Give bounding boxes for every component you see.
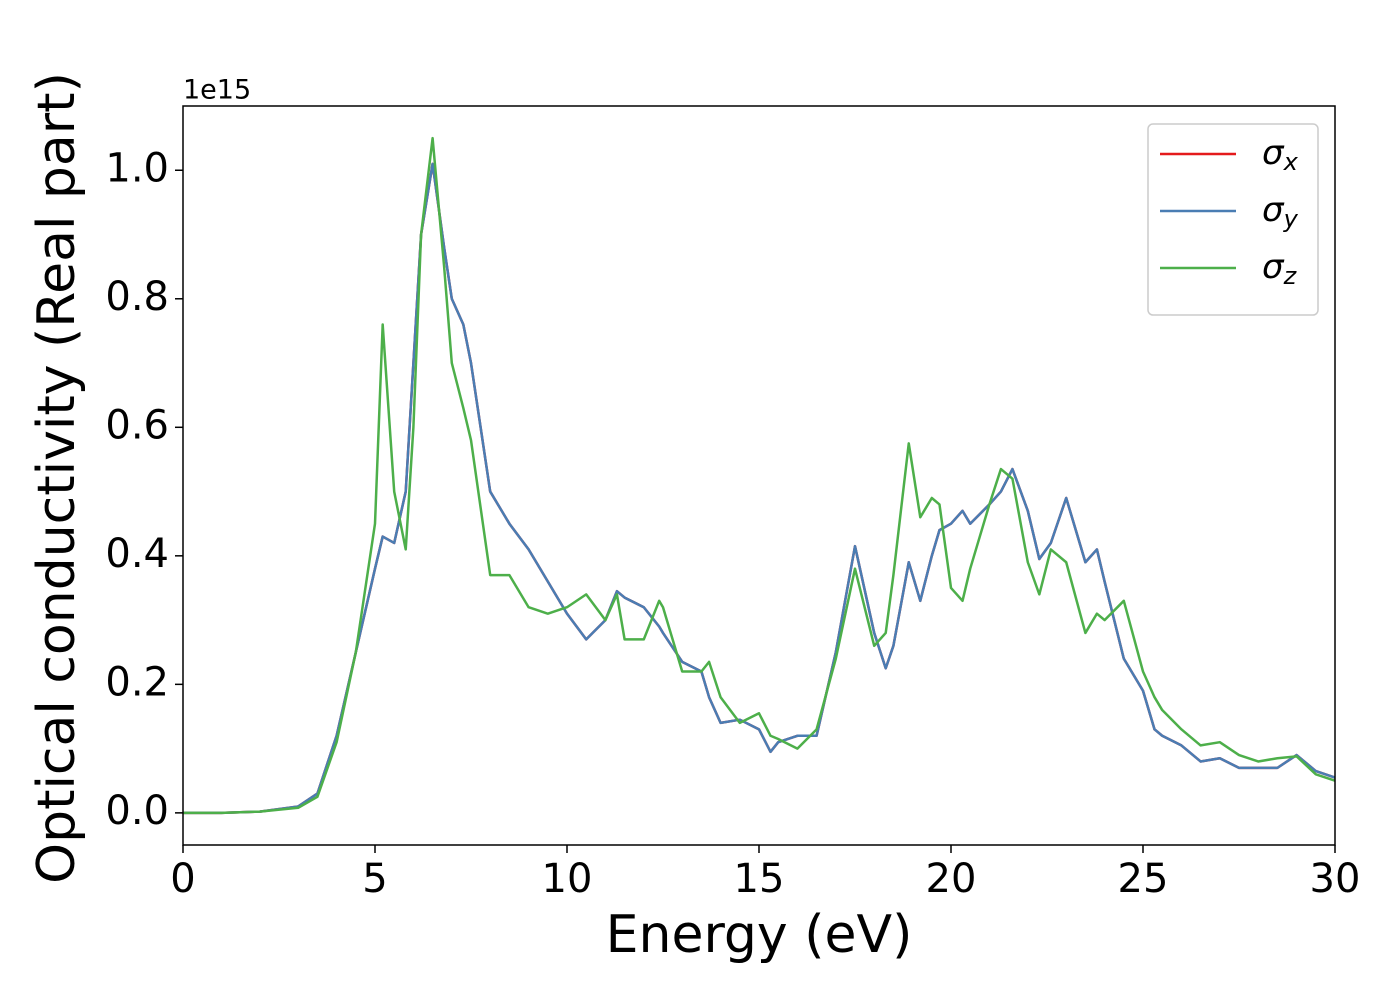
legend-label: σy bbox=[1262, 190, 1299, 234]
x-tick-label: 20 bbox=[926, 856, 977, 902]
x-tick-label: 25 bbox=[1118, 856, 1169, 902]
x-tick-label: 15 bbox=[734, 856, 785, 902]
y-tick-label: 0.6 bbox=[105, 402, 169, 448]
plot-frame bbox=[182, 105, 1336, 846]
y-offset-label: 1e15 bbox=[183, 75, 251, 106]
y-tick-label: 1.0 bbox=[105, 145, 169, 191]
legend-label: σz bbox=[1262, 247, 1298, 291]
x-tick-label: 0 bbox=[170, 856, 195, 902]
y-axis-label: Optical conductivity (Real part) bbox=[27, 72, 87, 884]
y-tick-label: 0.0 bbox=[105, 788, 169, 834]
y-tick-label: 0.2 bbox=[105, 659, 169, 705]
x-tick-label: 5 bbox=[362, 856, 387, 902]
legend-label: σx bbox=[1262, 133, 1299, 177]
y-tick-label: 0.4 bbox=[105, 531, 169, 577]
x-tick-label: 10 bbox=[542, 856, 593, 902]
x-tick-label: 30 bbox=[1310, 856, 1361, 902]
series-line bbox=[183, 136, 1335, 815]
x-axis-label: Energy (eV) bbox=[606, 905, 913, 965]
y-tick-label: 0.8 bbox=[105, 274, 169, 320]
